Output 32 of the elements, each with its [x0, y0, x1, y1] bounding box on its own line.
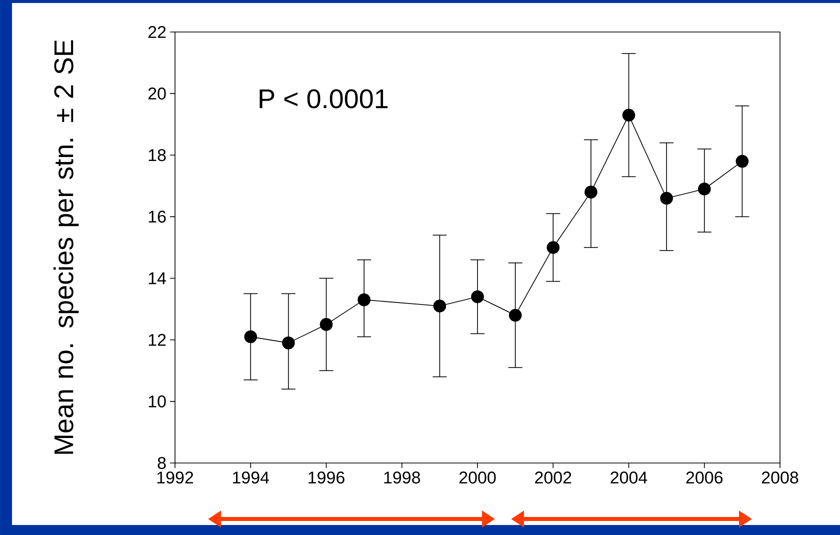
point — [358, 293, 370, 306]
y-tick-label: 22 — [148, 26, 166, 38]
point — [546, 241, 560, 254]
y-axis-title: Mean no. species per stn. ± 2 SE — [54, 40, 79, 454]
y-tick-label: 12 — [148, 334, 166, 346]
x-tick-label: 1992 — [157, 472, 194, 484]
point — [698, 182, 711, 196]
annotation: P < 0.0001 — [260, 89, 388, 108]
point — [584, 186, 598, 198]
point — [320, 318, 333, 331]
y-tick-label: 8 — [158, 456, 166, 470]
point — [471, 290, 484, 304]
x-tick-label: 2006 — [686, 472, 723, 484]
y-tick-label: 16 — [148, 210, 166, 223]
point — [660, 192, 673, 205]
point — [622, 108, 636, 122]
point — [244, 330, 258, 344]
y-tick-label: 18 — [148, 149, 166, 162]
x-tick-label: 1994 — [233, 472, 270, 484]
point — [508, 308, 522, 322]
point — [433, 300, 446, 312]
x-tick-label: 2004 — [610, 472, 648, 484]
point — [282, 336, 295, 350]
x-tick-label: 2000 — [459, 472, 496, 484]
y-tick-label: 10 — [148, 395, 166, 408]
x-tick-label: 1998 — [384, 472, 420, 484]
y-tick-label: 14 — [148, 272, 166, 284]
point — [736, 154, 749, 168]
x-tick-label: 2002 — [535, 472, 572, 484]
x-tick-label: 2008 — [762, 472, 798, 484]
y-tick-label: 20 — [148, 88, 166, 100]
x-tick-label: 1996 — [308, 472, 344, 484]
